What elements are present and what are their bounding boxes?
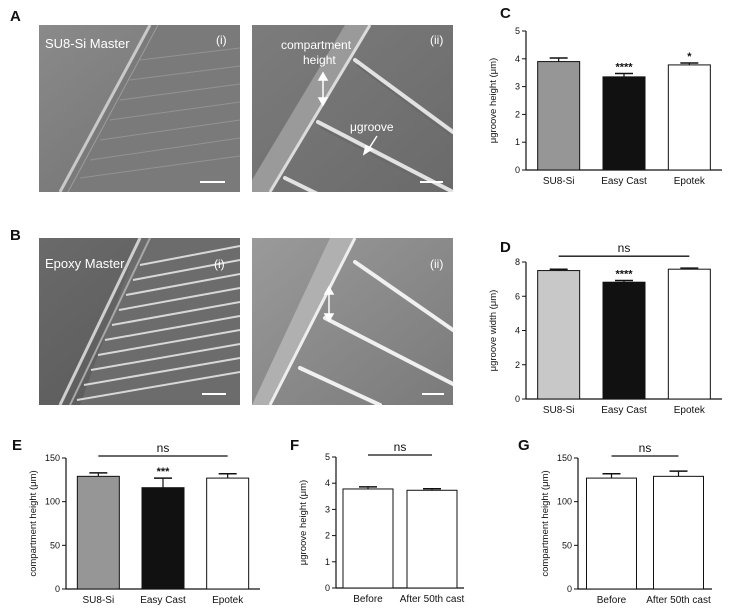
x-tick-label: Epotek: [212, 595, 244, 606]
y-tick-label: 50: [562, 540, 572, 550]
y-axis-label: μgroove height (μm): [298, 480, 309, 565]
y-tick-label: 0: [515, 165, 520, 175]
x-tick-label: After 50th cast: [646, 595, 711, 606]
y-tick-label: 6: [515, 291, 520, 301]
panel-label-d: D: [500, 239, 511, 256]
double-arrow-icon: [323, 285, 335, 323]
chart-c: C 0 1 2 3 4 5 μgroove height (μm) SU8-Si Easy Cas…: [488, 5, 722, 187]
sem-image-a-i: [39, 25, 240, 192]
annot-groove: μgroove: [350, 120, 394, 134]
bar-after-50th-cast: [653, 475, 704, 590]
panel-label-a: A: [10, 8, 21, 25]
bar-su8-si: [537, 270, 581, 400]
y-tick-label: 5: [515, 26, 520, 36]
y-tick-label: 2: [515, 109, 520, 119]
y-tick-label: 4: [515, 326, 520, 336]
significance-stars: ****: [615, 62, 633, 74]
sem-image-b-i: [39, 238, 240, 405]
x-tick-label: SU8-Si: [543, 176, 575, 187]
chart-f: F 0 1 2 3 4 5 μgroove height (μm) Before After 50…: [290, 437, 464, 605]
x-tick-label: Before: [353, 594, 383, 605]
annot-compartment: compartment: [281, 38, 352, 52]
image-sub-b-i: (i): [214, 257, 225, 271]
y-tick-label: 0: [55, 584, 60, 594]
panel-label-g: G: [518, 437, 530, 454]
ns-label: ns: [618, 241, 631, 255]
bar-epotek: [206, 477, 250, 590]
bar-easy-cast: [602, 281, 646, 400]
image-sub-a-ii: (ii): [430, 33, 443, 47]
y-axis-label: compartment height (μm): [28, 470, 39, 576]
y-tick-label: 0: [325, 583, 330, 593]
bar-epotek: [667, 268, 711, 400]
bar-before: [342, 488, 394, 589]
y-tick-label: 100: [45, 497, 60, 507]
bar-easy-cast: [141, 487, 185, 590]
significance-stars: *: [687, 51, 692, 63]
significance-stars: ****: [615, 268, 633, 280]
y-tick-label: 150: [45, 453, 60, 463]
x-tick-label: Easy Cast: [601, 176, 647, 187]
panel-label-f: F: [290, 437, 299, 454]
y-tick-label: 2: [325, 531, 330, 541]
ns-label: ns: [639, 441, 652, 455]
sem-image-a-ii: [252, 25, 453, 192]
y-tick-label: 4: [325, 478, 330, 488]
panel-label-e: E: [12, 437, 22, 454]
bar-after-50th-cast: [406, 489, 458, 589]
y-tick-label: 0: [567, 584, 572, 594]
y-tick-label: 3: [515, 82, 520, 92]
x-tick-label: SU8-Si: [82, 595, 114, 606]
y-tick-label: 8: [515, 257, 520, 267]
x-tick-label: Epotek: [674, 176, 706, 187]
bar-before: [586, 477, 637, 590]
image-sub-b-ii: (ii): [430, 257, 443, 271]
chart-e: E 0 50 100 150 compartment height (μm) SU8-Si E…: [12, 437, 260, 606]
ns-label: ns: [157, 441, 170, 455]
panel-label-c: C: [500, 5, 511, 22]
x-tick-label: Epotek: [674, 405, 706, 416]
x-tick-label: Before: [597, 595, 627, 606]
bar-epotek: [667, 64, 711, 171]
ns-label: ns: [394, 440, 407, 454]
annot-height: height: [303, 53, 336, 67]
panel-label-b: B: [10, 227, 21, 244]
chart-g: G 0 50 100 150 compartment height (μm) Before A…: [518, 437, 712, 606]
y-tick-label: 3: [325, 504, 330, 514]
y-tick-label: 4: [515, 54, 520, 64]
bar-su8-si: [537, 61, 581, 171]
y-tick-label: 50: [50, 540, 60, 550]
x-tick-label: After 50th cast: [400, 594, 465, 605]
x-tick-label: Easy Cast: [140, 595, 186, 606]
y-tick-label: 100: [557, 497, 572, 507]
image-title-a-i: SU8-Si Master: [45, 36, 130, 51]
y-tick-label: 1: [325, 557, 330, 567]
y-axis-label: μgroove width (μm): [488, 290, 499, 372]
x-tick-label: Easy Cast: [601, 405, 647, 416]
x-tick-label: SU8-Si: [543, 405, 575, 416]
y-tick-label: 2: [515, 360, 520, 370]
y-tick-label: 1: [515, 137, 520, 147]
image-sub-a-i: (i): [216, 33, 227, 47]
image-title-b-i: Epoxy Master: [45, 256, 125, 271]
bar-su8-si: [76, 475, 120, 590]
y-tick-label: 5: [325, 452, 330, 462]
y-tick-label: 150: [557, 453, 572, 463]
significance-stars: ***: [157, 466, 171, 478]
y-axis-label: compartment height (μm): [540, 470, 551, 576]
bar-easy-cast: [602, 76, 646, 171]
double-arrow-icon: [317, 71, 329, 107]
y-axis-label: μgroove height (μm): [488, 58, 499, 143]
sem-image-b-ii: [252, 238, 453, 405]
y-tick-label: 0: [515, 394, 520, 404]
arrow-icon: [362, 135, 378, 156]
chart-d: D 0 2 4 6 8 μgroove width (μm) SU8-Si Easy Cast *…: [488, 239, 722, 416]
